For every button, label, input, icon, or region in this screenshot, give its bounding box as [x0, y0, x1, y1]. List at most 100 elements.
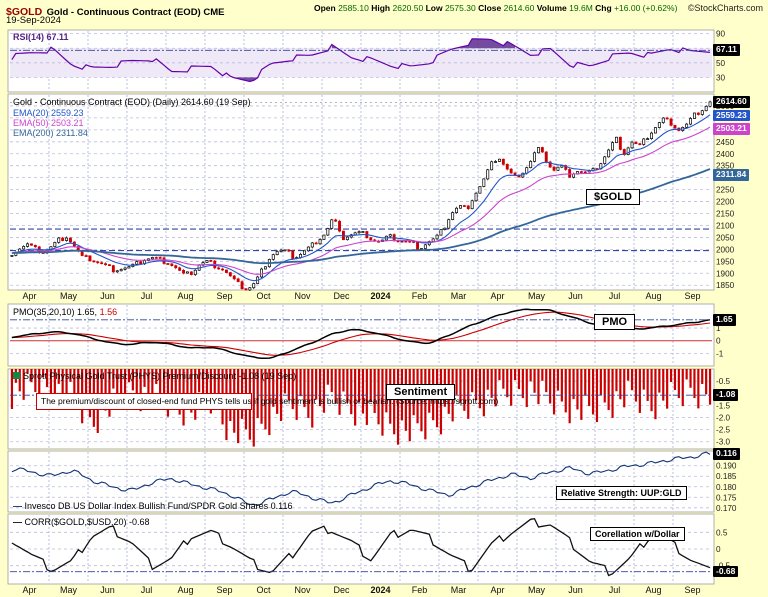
svg-text:90: 90: [716, 30, 726, 39]
svg-text:Sep: Sep: [684, 291, 700, 301]
pmo-overlay-label: PMO: [594, 314, 636, 330]
svg-text:2100: 2100: [716, 221, 735, 230]
gold-overlay-label: $GOLD: [586, 189, 640, 205]
svg-text:May: May: [60, 585, 78, 595]
copyright: ©StockCharts.com: [687, 3, 763, 13]
svg-text:Jul: Jul: [609, 291, 621, 301]
svg-text:Feb: Feb: [412, 585, 428, 595]
corr-overlay-label: Corellation w/Dollar: [590, 527, 685, 541]
ema200-legend: EMA(200) 2311.84: [13, 128, 88, 138]
svg-text:Aug: Aug: [645, 291, 661, 301]
svg-text:Nov: Nov: [294, 585, 311, 595]
svg-text:0.190: 0.190: [716, 462, 737, 471]
svg-text:-1: -1: [716, 349, 724, 358]
phys-legend-icon: [13, 372, 20, 379]
svg-text:Jul: Jul: [141, 585, 153, 595]
svg-text:Jun: Jun: [568, 585, 583, 595]
svg-text:Apr: Apr: [22, 585, 36, 595]
svg-text:50: 50: [716, 59, 726, 68]
svg-text:Jun: Jun: [100, 291, 115, 301]
price-legend-title: Gold - Continuous Contract (EOD) (Daily)…: [13, 97, 251, 107]
open-label: Open: [314, 3, 336, 13]
volume-value: 19.6M: [569, 3, 593, 13]
pmo-legend-row: PMO(35,20,10) 1.65, 1.56: [13, 307, 117, 317]
svg-text:0.180: 0.180: [716, 483, 737, 492]
svg-text:May: May: [60, 291, 78, 301]
svg-text:Dec: Dec: [333, 291, 350, 301]
svg-text:Sep: Sep: [216, 291, 232, 301]
pmo-legend: PMO(35,20,10) 1.65,: [13, 307, 98, 317]
ema20-value-box: 2559.23: [713, 109, 750, 122]
svg-text:1: 1: [716, 324, 721, 333]
corr-legend-row: — CORR($GOLD,$USD,20) -0.68: [13, 517, 150, 527]
rsi-legend: RSI(14) 67.11: [13, 32, 69, 42]
chart-date: 19-Sep-2024: [6, 15, 61, 26]
ema20-legend: EMA(20) 2559.23: [13, 108, 84, 118]
svg-text:2250: 2250: [716, 186, 735, 195]
rs-legend-row: — Invesco DB US Dollar Index Bullish Fun…: [13, 501, 292, 511]
svg-text:May: May: [528, 291, 546, 301]
svg-text:Jul: Jul: [141, 291, 153, 301]
close-label: Close: [478, 3, 502, 13]
ema50-value-box: 2503.21: [713, 123, 750, 135]
corr-value-box: -0.68: [713, 565, 739, 578]
svg-text:Apr: Apr: [490, 585, 504, 595]
high-label: High: [371, 3, 391, 13]
svg-text:Apr: Apr: [22, 291, 36, 301]
volume-label: Volume: [536, 3, 567, 13]
low-label: Low: [425, 3, 443, 13]
rs-legend-icon: —: [13, 501, 22, 511]
svg-text:-1.5: -1.5: [716, 401, 731, 410]
quote-bar: Open 2585.10 High 2620.50 Low 2575.30 Cl…: [314, 3, 677, 13]
svg-text:2024: 2024: [370, 291, 390, 301]
sentiment-annotation: The premium/discount of closed-end fund …: [36, 393, 498, 411]
close-value-box: 2614.60: [713, 96, 750, 109]
svg-text:0: 0: [716, 337, 721, 346]
rsi-value-box: 67.11: [713, 44, 740, 57]
svg-text:2024: 2024: [370, 585, 390, 595]
svg-text:0: 0: [716, 545, 721, 554]
svg-text:2350: 2350: [716, 162, 735, 171]
svg-text:-2.0: -2.0: [716, 413, 731, 422]
svg-text:-2.5: -2.5: [716, 426, 731, 435]
svg-text:Dec: Dec: [333, 585, 350, 595]
sentiment-legend-row: Sprott Physical Gold Trust (PHYS) Premiu…: [13, 371, 296, 381]
svg-text:0.175: 0.175: [716, 493, 737, 502]
ema200-value-box: 2311.84: [713, 168, 750, 181]
svg-text:2200: 2200: [716, 198, 735, 207]
svg-text:Oct: Oct: [256, 585, 271, 595]
svg-text:1900: 1900: [716, 269, 735, 278]
rs-value-box: 0.116: [713, 448, 740, 461]
open-value: 2585.10: [338, 3, 369, 13]
svg-text:2050: 2050: [716, 233, 735, 242]
svg-text:30: 30: [716, 73, 726, 82]
svg-text:Jun: Jun: [100, 585, 115, 595]
svg-text:-0.5: -0.5: [716, 377, 731, 386]
sentiment-overlay-label: Sentiment: [386, 384, 456, 400]
svg-text:0.5: 0.5: [716, 528, 728, 537]
svg-text:Mar: Mar: [451, 585, 467, 595]
svg-text:1850: 1850: [716, 281, 735, 290]
svg-text:2450: 2450: [716, 138, 735, 147]
svg-text:Oct: Oct: [256, 291, 271, 301]
svg-text:2150: 2150: [716, 210, 735, 219]
svg-text:1950: 1950: [716, 257, 735, 266]
pmo-value-box: 1.65: [713, 313, 736, 326]
svg-text:Aug: Aug: [177, 291, 193, 301]
chg-value: +16.00 (+0.62%): [614, 3, 678, 13]
svg-text:0.185: 0.185: [716, 472, 737, 481]
pmo-signal-value: 1.56: [99, 307, 118, 317]
svg-text:0.170: 0.170: [716, 504, 737, 513]
svg-text:Sep: Sep: [216, 585, 232, 595]
svg-text:Feb: Feb: [412, 291, 428, 301]
svg-text:Apr: Apr: [490, 291, 504, 301]
low-value: 2575.30: [444, 3, 476, 13]
rs-legend: Invesco DB US Dollar Index Bullish Fund/…: [24, 501, 293, 511]
header-bar: $GOLD Gold - Continuous Contract (EOD) C…: [6, 2, 224, 20]
corr-legend: CORR($GOLD,$USD,20) -0.68: [24, 517, 150, 527]
rs-overlay-label: Relative Strength: UUP:GLD: [556, 486, 687, 500]
svg-text:2400: 2400: [716, 150, 735, 159]
chg-label: Chg: [595, 3, 612, 13]
high-value: 2620.50: [392, 3, 424, 13]
